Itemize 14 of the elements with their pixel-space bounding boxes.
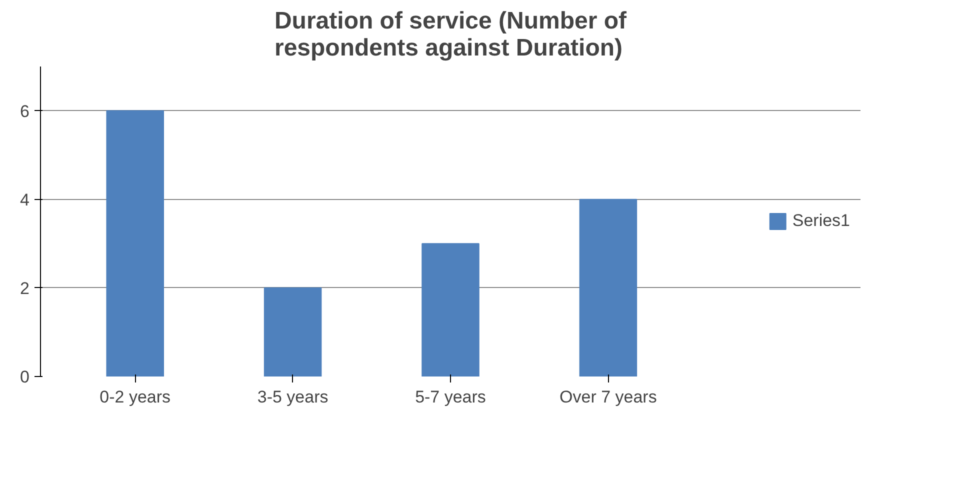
- x-tick-label: 5-7 years: [415, 388, 486, 406]
- bar: [422, 243, 480, 376]
- x-tick-label: 3-5 years: [257, 388, 328, 406]
- y-tick-label: 2: [20, 278, 30, 298]
- legend-label: Series1: [792, 211, 850, 231]
- x-tick-label: 0-2 years: [100, 388, 171, 406]
- y-tick-label: 6: [20, 102, 30, 121]
- y-tick-label: 4: [20, 190, 30, 210]
- bar: [579, 198, 638, 376]
- chart-title: Duration of service (Number of respondents against Duration): [274, 8, 628, 62]
- bar: [106, 110, 164, 376]
- y-tick-label: 0: [20, 368, 30, 386]
- bar: [264, 287, 322, 376]
- x-tick-label: Over 7 years: [560, 388, 657, 406]
